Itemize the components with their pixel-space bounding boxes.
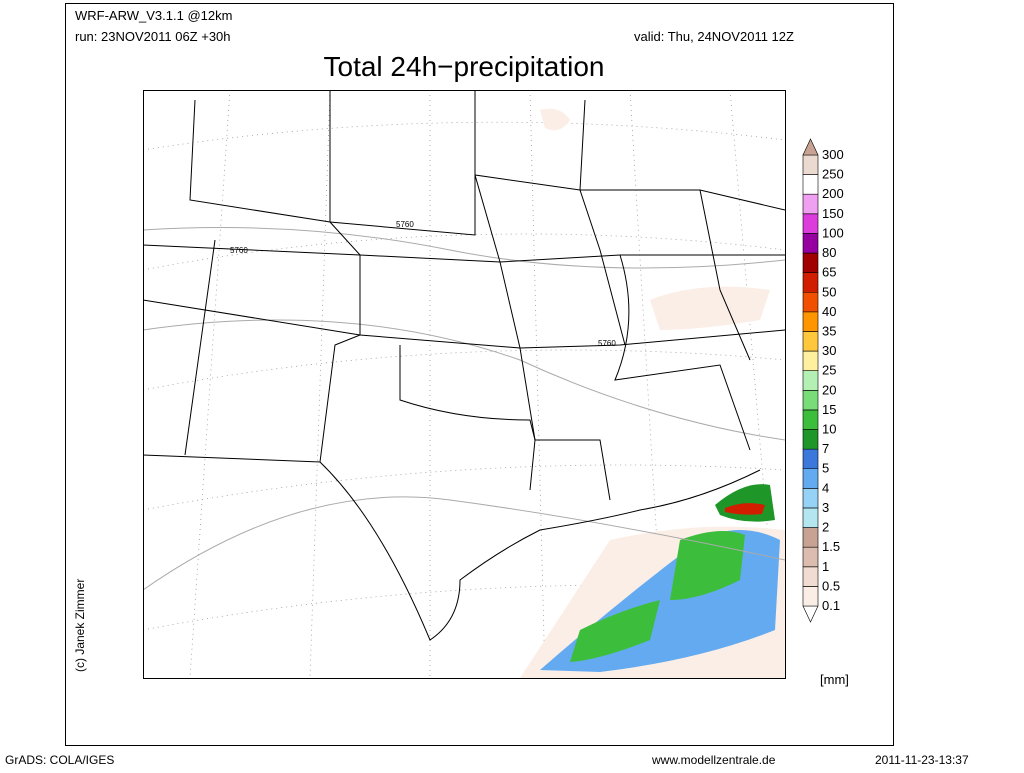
timestamp-label: 2011-11-23-13:37 bbox=[875, 753, 969, 767]
colorbar-segment bbox=[802, 138, 819, 156]
colorbar-label: 300 bbox=[822, 147, 844, 162]
model-label: WRF-ARW_V3.1.1 @12km bbox=[75, 8, 232, 23]
credit: (c) Janek Zimmer bbox=[73, 579, 87, 672]
map-frame bbox=[143, 90, 786, 679]
colorbar-label: 150 bbox=[822, 206, 844, 221]
title: Total 24h−precipitation bbox=[324, 51, 605, 82]
colorbar-label: 15 bbox=[822, 402, 836, 417]
colorbar-segment bbox=[802, 448, 819, 470]
map: 5760 5760 5760 bbox=[143, 90, 786, 679]
colorbar-segment bbox=[802, 429, 819, 450]
colorbar-segment bbox=[802, 390, 819, 411]
colorbar-segment bbox=[802, 370, 819, 391]
colorbar-label: 2 bbox=[822, 520, 829, 535]
colorbar-label: 250 bbox=[822, 167, 844, 182]
colorbar-label: 5 bbox=[822, 461, 829, 476]
colorbar-segment bbox=[802, 174, 819, 195]
colorbar-label: 50 bbox=[822, 284, 836, 299]
height-contours bbox=[143, 227, 785, 591]
colorbar-label: 35 bbox=[822, 323, 836, 338]
colorbar-segment bbox=[802, 409, 819, 430]
colorbar-segment bbox=[802, 468, 819, 489]
colorbar-segment bbox=[802, 291, 819, 313]
colorbar-label: 20 bbox=[822, 382, 836, 397]
contour-label: 5760 bbox=[598, 339, 616, 348]
run-label: run: 23NOV2011 06Z +30h bbox=[75, 29, 231, 44]
colorbar-label: 200 bbox=[822, 186, 844, 201]
colorbar-label: 7 bbox=[822, 441, 829, 456]
colorbar-segment bbox=[802, 311, 819, 332]
colorbar-label: 4 bbox=[822, 480, 829, 495]
colorbar-label: 1.5 bbox=[822, 539, 840, 554]
colorbar-segment bbox=[802, 488, 819, 509]
colorbar-segment bbox=[802, 272, 819, 293]
colorbar-label: 10 bbox=[822, 422, 836, 437]
boundaries bbox=[143, 90, 785, 641]
colorbar-segment bbox=[802, 546, 819, 568]
colorbar-segment bbox=[802, 252, 819, 273]
colorbar-segment bbox=[802, 154, 819, 175]
legend-unit: [mm] bbox=[820, 672, 849, 687]
colorbar-segment bbox=[802, 586, 819, 607]
colorbar-label: 1 bbox=[822, 559, 829, 574]
precipitation bbox=[520, 108, 785, 678]
outer-frame bbox=[65, 3, 894, 746]
colorbar-segment bbox=[802, 233, 819, 254]
colorbar: 0.1 0.5 1 1.5 2 3 4 5 7 10 15 20 25 30 35 40 50 65 80 100 15… bbox=[802, 138, 844, 623]
colorbar-label: 40 bbox=[822, 304, 836, 319]
colorbar-label: 0.5 bbox=[822, 578, 840, 593]
colorbar-label: 3 bbox=[822, 500, 829, 515]
colorbar-segment bbox=[802, 193, 819, 215]
colorbar-segment bbox=[802, 213, 819, 234]
colorbar-segment bbox=[802, 566, 819, 587]
colorbar-segment bbox=[802, 350, 819, 371]
colorbar-label: 0.1 bbox=[822, 598, 840, 613]
colorbar-label: 30 bbox=[822, 343, 836, 358]
contour-label: 5760 bbox=[230, 246, 248, 255]
colorbar-segment bbox=[802, 527, 819, 548]
contour-label: 5760 bbox=[396, 220, 414, 229]
colorbar-segment bbox=[802, 331, 819, 352]
colorbar-segment bbox=[802, 507, 819, 528]
valid-label: valid: Thu, 24NOV2011 12Z bbox=[634, 29, 794, 44]
website-label: www.modellzentrale.de bbox=[651, 753, 776, 767]
colorbar-label: 80 bbox=[822, 245, 836, 260]
colorbar-label: 25 bbox=[822, 363, 836, 378]
graticule bbox=[143, 90, 785, 678]
colorbar-label: 65 bbox=[822, 265, 836, 280]
software-label: GrADS: COLA/IGES bbox=[5, 753, 114, 767]
colorbar-label: 100 bbox=[822, 225, 844, 240]
